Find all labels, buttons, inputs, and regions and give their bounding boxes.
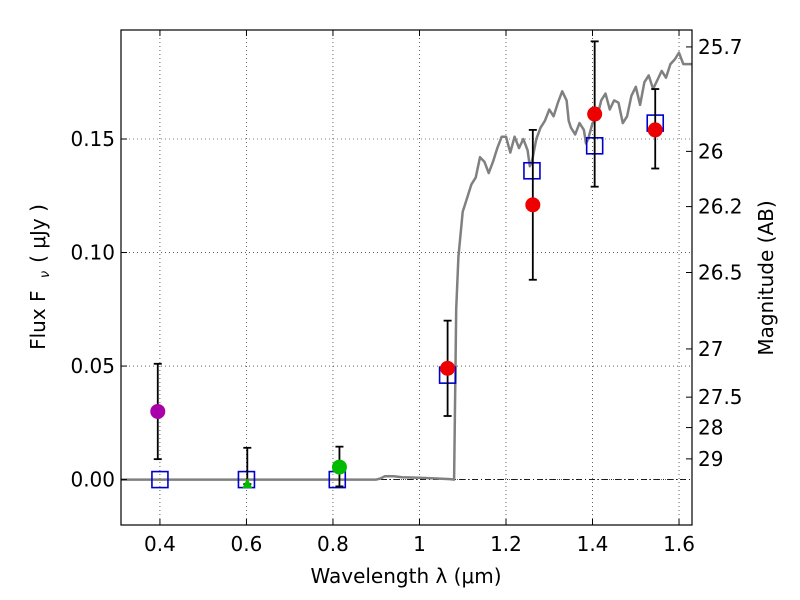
x-tick-label: 1.4 [577, 532, 609, 556]
grid-lines [121, 30, 692, 525]
observed-flux-triangle [242, 478, 253, 489]
right-tick-label: 25.7 [698, 35, 743, 59]
x-tick-label: 1 [413, 532, 426, 556]
observed-flux-point [525, 197, 541, 213]
x-tick-label: 0.4 [144, 532, 176, 556]
y-tick-label: 0.00 [70, 468, 115, 492]
x-axis-title: Wavelength λ (μm) [310, 564, 501, 588]
right-tick-label: 27.5 [698, 385, 743, 409]
x-tick-label: 0.8 [317, 532, 349, 556]
observed-flux-point [587, 106, 603, 122]
observed-flux-point [440, 360, 456, 376]
y-tick-label: 0.05 [70, 354, 115, 378]
plot-series [121, 40, 692, 489]
right-tick-label: 26.5 [698, 261, 743, 285]
right-axis-title: Magnitude (AB) [754, 200, 778, 355]
x-tick-label: 1.6 [663, 532, 695, 556]
observed-flux-point [331, 459, 347, 475]
right-tick-label: 27 [698, 337, 723, 361]
x-tick-label: 1.2 [490, 532, 522, 556]
right-tick-label: 29 [698, 447, 723, 471]
y-axis-title-subscript: ν [38, 271, 53, 278]
model-photometry-square [151, 470, 169, 489]
y-tick-label: 0.15 [70, 127, 115, 151]
y-axis-title-main: Flux F [26, 290, 50, 349]
y-tick-label: 0.10 [70, 241, 115, 265]
plot-frame [120, 29, 693, 526]
axis-ticks: 0.4 0.6 0.8 1 1.2 1.4 1.6 0.00 0.05 0.10 0.15 25.7 2… [70, 30, 743, 556]
x-tick-label: 0.6 [231, 532, 263, 556]
y-axis-title-unit: ( μJy ) [26, 204, 50, 263]
observed-flux-point [647, 122, 663, 138]
right-tick-label: 28 [698, 416, 723, 440]
right-tick-label: 26 [698, 139, 723, 163]
model-spectrum-line [121, 51, 692, 481]
observed-flux-point [150, 403, 166, 419]
y-axis-title: Flux F ν ( μJy ) [26, 204, 53, 350]
right-tick-label: 26.2 [698, 195, 743, 219]
